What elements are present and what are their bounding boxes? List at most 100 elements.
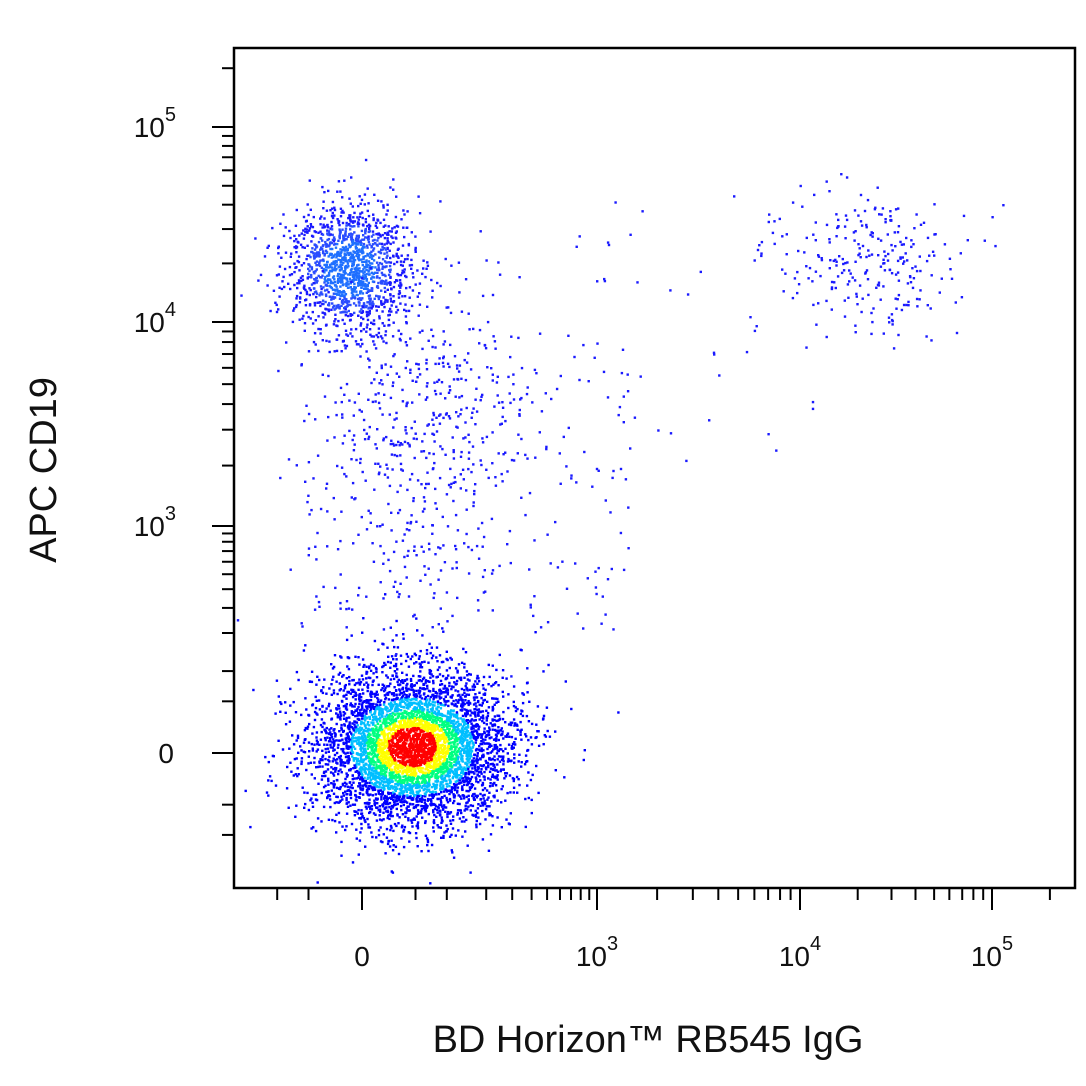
scatter-point bbox=[418, 745, 421, 749]
scatter-point bbox=[546, 729, 549, 733]
scatter-point bbox=[320, 689, 323, 693]
scatter-point bbox=[369, 711, 372, 714]
scatter-point bbox=[542, 670, 545, 673]
scatter-point bbox=[469, 809, 472, 812]
scatter-point bbox=[337, 743, 340, 747]
scatter-point bbox=[445, 796, 448, 800]
scatter-point bbox=[391, 712, 395, 715]
scatter-point bbox=[355, 777, 358, 780]
scatter-point bbox=[345, 693, 348, 696]
scatter-point bbox=[496, 799, 499, 802]
scatter-point bbox=[447, 768, 450, 771]
scatter-point bbox=[419, 794, 422, 797]
scatter-point bbox=[484, 738, 487, 741]
scatter-point bbox=[351, 727, 355, 730]
scatter-point bbox=[477, 748, 481, 751]
scatter-point bbox=[423, 702, 427, 706]
scatter-point bbox=[440, 729, 443, 732]
scatter-point bbox=[534, 736, 537, 740]
scatter-point bbox=[420, 807, 424, 811]
scatter-point bbox=[366, 817, 369, 821]
scatter-point bbox=[421, 709, 424, 712]
scatter-point bbox=[458, 746, 462, 750]
scatter-point bbox=[391, 755, 394, 758]
scatter-point bbox=[382, 684, 386, 687]
scatter-point bbox=[582, 758, 585, 762]
scatter-point bbox=[439, 765, 443, 769]
scatter-point bbox=[484, 735, 487, 738]
scatter-point bbox=[450, 770, 454, 773]
scatter-point bbox=[451, 827, 455, 830]
scatter-point bbox=[357, 688, 360, 691]
scatter-point bbox=[426, 748, 430, 751]
scatter-point bbox=[388, 774, 391, 777]
scatter-point bbox=[345, 703, 348, 706]
scatter-point bbox=[364, 805, 368, 808]
scatter-point bbox=[428, 735, 431, 738]
scatter-point bbox=[442, 834, 445, 838]
scatter-point bbox=[364, 709, 367, 713]
scatter-point bbox=[370, 713, 374, 717]
scatter-point bbox=[388, 691, 391, 694]
scatter-point bbox=[477, 781, 480, 784]
scatter-point bbox=[529, 778, 533, 782]
scatter-point bbox=[470, 750, 474, 753]
scatter-point bbox=[520, 761, 523, 764]
scatter-point bbox=[448, 761, 451, 764]
scatter-point bbox=[410, 715, 413, 718]
scatter-point bbox=[356, 724, 359, 727]
scatter-point bbox=[342, 717, 346, 720]
scatter-point bbox=[389, 719, 393, 722]
scatter-point bbox=[370, 758, 374, 761]
scatter-point bbox=[404, 659, 408, 663]
scatter-point bbox=[376, 696, 379, 700]
scatter-point bbox=[367, 755, 370, 759]
scatter-point bbox=[360, 727, 364, 730]
scatter-point bbox=[458, 724, 461, 727]
scatter-point bbox=[423, 798, 426, 802]
scatter-point bbox=[374, 707, 377, 710]
scatter-point bbox=[478, 710, 481, 714]
scatter-point bbox=[392, 774, 395, 778]
scatter-point bbox=[475, 730, 479, 734]
scatter-point bbox=[441, 796, 444, 799]
scatter-point bbox=[327, 777, 330, 780]
scatter-point bbox=[331, 818, 334, 822]
scatter-point bbox=[378, 818, 382, 821]
scatter-point bbox=[406, 794, 409, 797]
scatter-point bbox=[428, 777, 431, 780]
scatter-point bbox=[412, 770, 415, 773]
scatter-point bbox=[501, 717, 505, 721]
scatter-point bbox=[482, 797, 485, 800]
scatter-point bbox=[454, 834, 457, 837]
scatter-point bbox=[429, 733, 432, 736]
scatter-point bbox=[389, 703, 392, 706]
scatter-point bbox=[375, 785, 378, 788]
scatter-point bbox=[493, 794, 496, 797]
scatter-point bbox=[384, 762, 387, 765]
scatter-point bbox=[375, 690, 378, 693]
scatter-point bbox=[348, 683, 351, 686]
scatter-point bbox=[453, 750, 456, 754]
scatter-point bbox=[466, 689, 469, 692]
scatter-point bbox=[433, 765, 436, 768]
scatter-point bbox=[377, 756, 381, 759]
scatter-point bbox=[359, 747, 362, 751]
scatter-point bbox=[403, 825, 407, 829]
scatter-point bbox=[416, 783, 419, 786]
scatter-point bbox=[396, 744, 400, 747]
scatter-point bbox=[409, 754, 412, 757]
scatter-point bbox=[340, 723, 343, 727]
scatter-point bbox=[393, 732, 396, 735]
scatter-point bbox=[453, 785, 456, 788]
scatter-point bbox=[419, 722, 422, 725]
scatter-point bbox=[476, 794, 479, 797]
scatter-point bbox=[358, 663, 361, 666]
scatter-point bbox=[321, 765, 324, 768]
scatter-point bbox=[365, 802, 368, 805]
scatter-point bbox=[445, 782, 448, 785]
scatter-point bbox=[497, 726, 500, 729]
scatter-point bbox=[370, 721, 373, 724]
scatter-point bbox=[322, 686, 325, 689]
